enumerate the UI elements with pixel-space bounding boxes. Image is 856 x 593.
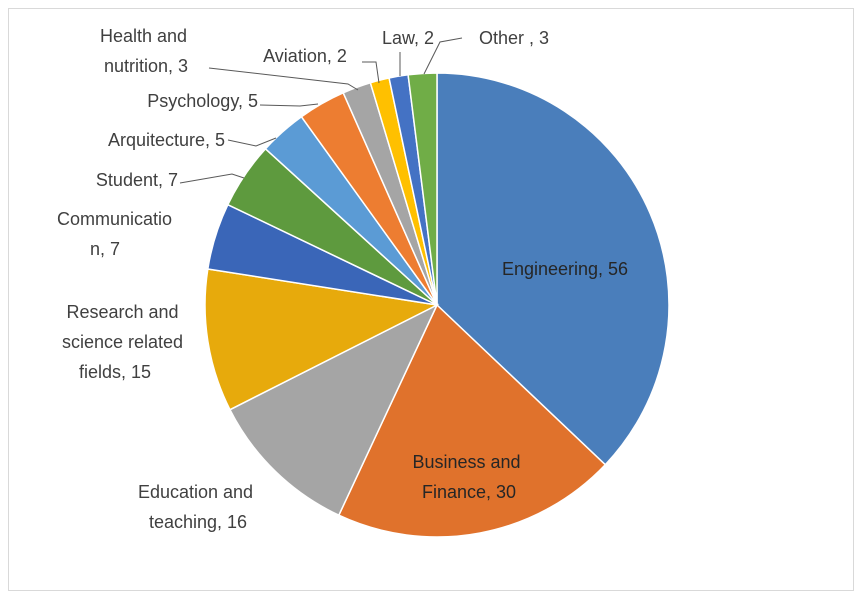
label-law: Law, 2 [382,28,434,48]
label-psychology: Psychology, 5 [147,91,258,111]
label-communication: Communicatio n, 7 [57,209,177,259]
label-research-line1: Research and [66,302,178,322]
pie-slice-research-and-science-related-fields [204,268,440,411]
label-engineering: Engineering, 56 [502,259,628,279]
label-business-line1: Business and [412,452,520,472]
label-business: Business and Finance, 30 [412,452,525,502]
label-communication-line2: n, 7 [90,239,120,259]
label-research: Research and science related fields, 15 [62,302,188,382]
leader-psychology [259,103,319,107]
label-research-line3: fields, 15 [79,362,151,382]
leader-student [179,173,245,184]
label-health-line2: nutrition, 3 [104,56,188,76]
label-other: Other , 3 [479,28,549,48]
label-education: Education and teaching, 16 [138,482,258,532]
label-health: Health and nutrition, 3 [100,26,192,76]
label-business-line2: Finance, 30 [422,482,516,502]
leader-health [208,67,359,91]
pie-slices [204,72,670,538]
label-student: Student, 7 [96,170,178,190]
label-education-line2: teaching, 16 [149,512,247,532]
leader-arquitecture [227,137,277,147]
pie-slice-other [407,72,438,306]
label-research-line2: science related [62,332,183,352]
leader-aviation [362,61,380,84]
pie-slice-engineering [436,72,670,466]
label-health-line1: Health and [100,26,187,46]
label-arquitecture: Arquitecture, 5 [108,130,225,150]
label-aviation: Aviation, 2 [263,46,347,66]
leader-lines [179,37,463,184]
label-education-line1: Education and [138,482,253,502]
pie-slice-education-and-teaching [228,303,439,517]
pie-slice-business-and-finance [337,303,607,538]
label-communication-line1: Communicatio [57,209,172,229]
leader-other [423,37,463,75]
